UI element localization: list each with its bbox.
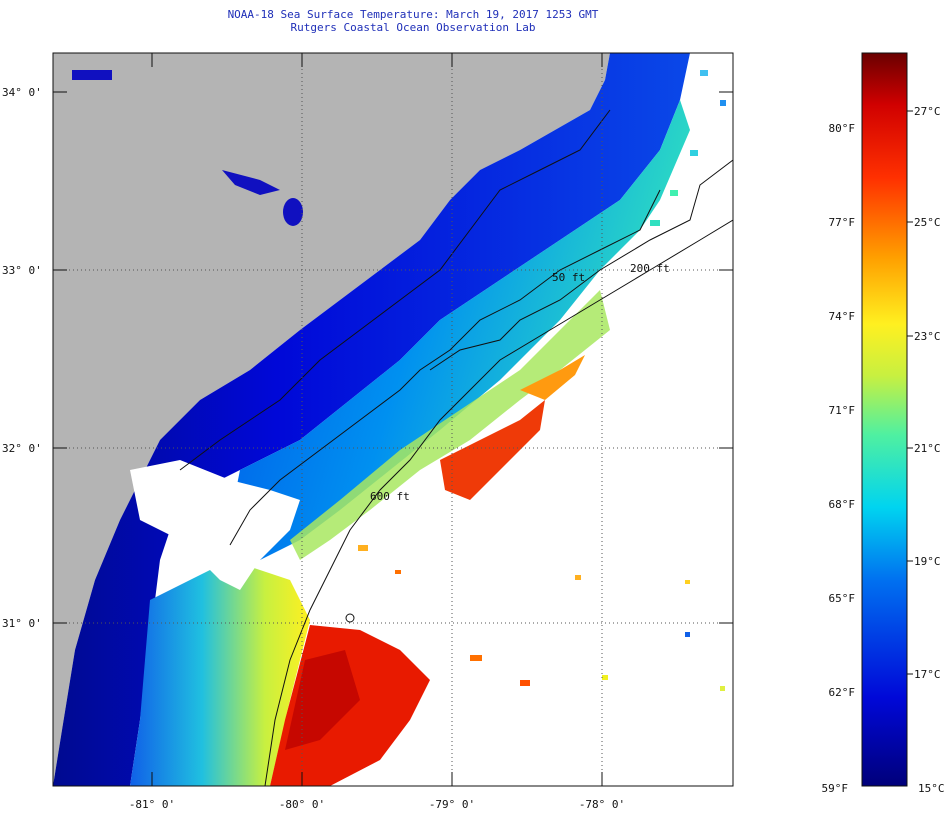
lon-label-78: -78° 0' bbox=[579, 798, 625, 811]
gulf-stream-core bbox=[285, 650, 360, 750]
coastal-water bbox=[53, 53, 690, 786]
colorbar-f-68: 68°F bbox=[829, 498, 856, 511]
lat-label-32: 32° 0' bbox=[2, 442, 42, 455]
colorbar-f-labels: 80°F 77°F 74°F 71°F 68°F 65°F 62°F 59°F bbox=[822, 122, 856, 795]
inland-lakes bbox=[72, 70, 303, 226]
colorbar-f-71: 71°F bbox=[829, 404, 856, 417]
colorbar-c-21: 21°C bbox=[914, 442, 941, 455]
lon-label-81: -81° 0' bbox=[129, 798, 175, 811]
gulf-stream-north bbox=[440, 400, 545, 500]
land-mass bbox=[53, 53, 610, 786]
colorbar-ticks bbox=[907, 110, 913, 675]
contour-closure bbox=[345, 613, 355, 623]
scattered-pixels bbox=[358, 70, 726, 691]
warm-filament bbox=[520, 355, 585, 400]
map-title: NOAA-18 Sea Surface Temperature: March 1… bbox=[227, 8, 599, 21]
lat-label-33: 33° 0' bbox=[2, 264, 42, 277]
mid-shelf-water bbox=[230, 100, 690, 560]
cloud-patch bbox=[130, 460, 300, 590]
colorbar-f-65: 65°F bbox=[829, 592, 856, 605]
lon-label-80: -80° 0' bbox=[279, 798, 325, 811]
colorbar-c-labels: 27°C 25°C 23°C 21°C 19°C 17°C 15°C bbox=[914, 105, 944, 795]
bathymetry-contours bbox=[179, 109, 733, 786]
map-imagery: 50 ft 200 ft 600 ft bbox=[53, 53, 733, 786]
contour-label-50: 50 ft bbox=[552, 271, 585, 284]
colorbar-c-19: 19°C bbox=[914, 555, 941, 568]
colorbar-c-17: 17°C bbox=[914, 668, 941, 681]
colorbar-f-80: 80°F bbox=[829, 122, 856, 135]
colorbar-c-25: 25°C bbox=[914, 216, 941, 229]
map-ticks bbox=[53, 53, 733, 786]
colorbar-c-15: 15°C bbox=[918, 782, 944, 795]
southern-shelf-water bbox=[130, 560, 310, 786]
colorbar-c-27: 27°C bbox=[914, 105, 941, 118]
contour-label-200: 200 ft bbox=[630, 262, 670, 275]
colorbar-f-59: 59°F bbox=[822, 782, 849, 795]
lon-label-79: -79° 0' bbox=[429, 798, 475, 811]
map-frame bbox=[52, 52, 734, 787]
contour-label-600: 600 ft bbox=[370, 490, 410, 503]
lat-label-34: 34° 0' bbox=[2, 86, 42, 99]
lat-label-31: 31° 0' bbox=[2, 617, 42, 630]
graticule bbox=[53, 53, 733, 786]
colorbar-c-23: 23°C bbox=[914, 330, 941, 343]
colorbar-f-74: 74°F bbox=[829, 310, 856, 323]
map-subtitle: Rutgers Coastal Ocean Observation Lab bbox=[290, 21, 536, 34]
colorbar bbox=[861, 52, 908, 787]
colorbar-f-62: 62°F bbox=[829, 686, 856, 699]
shelf-front bbox=[290, 290, 610, 560]
colorbar-f-77: 77°F bbox=[829, 216, 856, 229]
